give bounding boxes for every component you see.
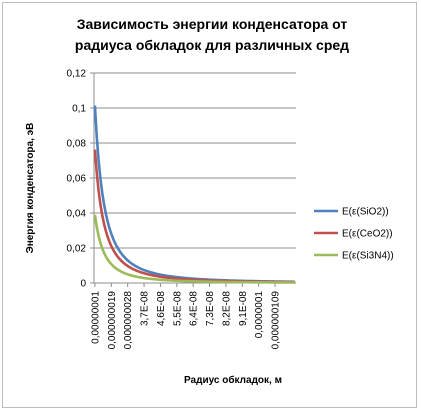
axes — [93, 73, 296, 287]
legend-label: E(ε(Si3N4)) — [342, 251, 394, 262]
x-tick-label: 9,1E-08 — [238, 291, 249, 326]
x-tick-labels: 0,00000001 0,000000019 0,000000028 3,7E-08 4… — [90, 291, 281, 350]
x-tick-label: 8,2E-08 — [221, 291, 232, 326]
x-tick-label: 0,000000028 — [123, 291, 134, 350]
y-tick-labels: 0 0,02 0,04 0,06 0,08 0,1 0,12 — [67, 69, 87, 290]
x-tick-label: 3,7E-08 — [140, 291, 151, 326]
series-lines — [93, 105, 296, 284]
x-tick-label: 0,00000001 — [90, 291, 101, 344]
y-tick-label: 0 — [80, 279, 86, 290]
x-tick-label: 5,5E-08 — [172, 291, 183, 326]
legend-label: E(ε(CeO2)) — [342, 229, 393, 240]
x-tick-label: 0,0000001 — [254, 291, 265, 339]
series-line — [93, 149, 296, 284]
y-tick-label: 0,12 — [67, 69, 87, 80]
y-tick-label: 0,08 — [67, 139, 87, 150]
chart-frame — [2, 2, 417, 408]
y-tick-label: 0,04 — [67, 209, 87, 220]
y-tick-label: 0,1 — [72, 104, 86, 115]
x-tick-label: 0,000000019 — [107, 291, 118, 350]
grid-lines — [90, 72, 296, 284]
x-tick-label: 7,3E-08 — [205, 291, 216, 326]
y-axis-title: Энергия конденсатора, эВ — [25, 123, 36, 254]
series-line — [93, 105, 296, 284]
series-line — [93, 214, 296, 284]
x-axis-title: Радиус обкладок, м — [184, 374, 282, 386]
legend-label: E(ε(SiO2)) — [342, 207, 389, 218]
chart-title-line-2: радиуса обкладок для различных сред — [75, 37, 349, 53]
y-tick-label: 0,06 — [67, 174, 87, 185]
y-tick-label: 0,02 — [67, 244, 87, 255]
chart-title-line-1: Зависимость энергии конденсатора от — [77, 16, 348, 32]
x-tick-label: 0,000000109 — [271, 291, 282, 350]
x-tick-label: 4,6E-08 — [156, 291, 167, 326]
legend: E(ε(SiO2)) E(ε(CeO2)) E(ε(Si3N4)) — [314, 207, 394, 262]
x-tick-label: 6,4E-08 — [189, 291, 200, 326]
